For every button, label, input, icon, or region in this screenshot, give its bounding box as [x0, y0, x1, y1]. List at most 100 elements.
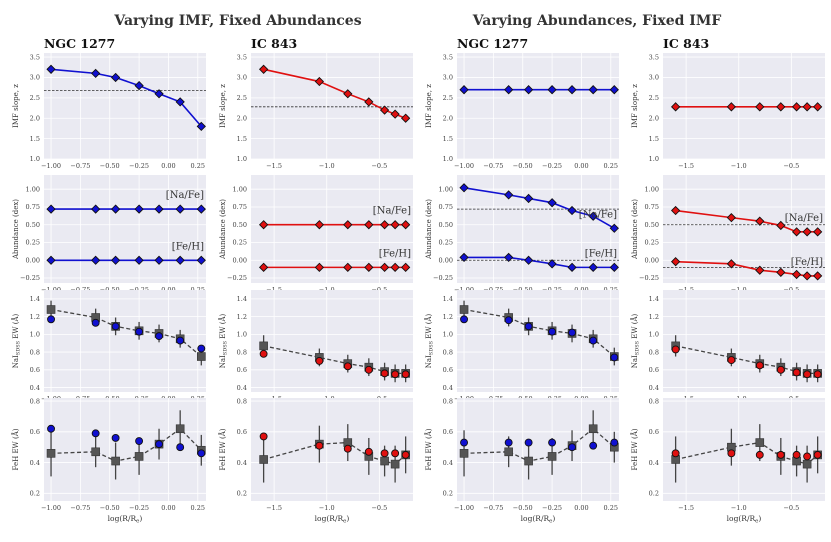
model-point: [568, 328, 576, 337]
data-point: [588, 85, 598, 95]
data-point: [670, 257, 681, 267]
data-point: [459, 183, 469, 193]
data-point: [459, 85, 469, 95]
y-tick-label: 1.2: [30, 313, 40, 321]
data-point: [755, 216, 765, 226]
panel-background: [251, 53, 413, 159]
data-point: [791, 227, 802, 237]
data-point: [609, 85, 619, 95]
model-point: [755, 450, 764, 459]
y-tick-label: 0.00: [645, 256, 659, 264]
y-tick-label: 0.8: [443, 348, 453, 356]
model-point: [91, 429, 100, 438]
series-annotation: [Fe/H]: [379, 248, 411, 259]
y-tick-label: 2.0: [30, 114, 40, 122]
data-point: [364, 97, 374, 107]
model-point: [504, 316, 513, 325]
x-tick-label: 0.25: [191, 162, 205, 170]
y-tick-label: 1.2: [443, 313, 453, 321]
data-point: [609, 223, 619, 233]
model-point: [47, 315, 55, 324]
data-point: [400, 262, 411, 273]
data-point: [567, 205, 577, 216]
y-tick-label: 2.0: [649, 114, 659, 122]
data-point: [776, 102, 786, 112]
y-tick-label: 0.8: [443, 397, 453, 405]
model-point: [548, 438, 557, 447]
panel-r2-c3: −0.250.000.250.500.751.00−1.00−0.75−0.50…: [425, 175, 619, 294]
x-tick-label: 0.25: [604, 162, 618, 170]
y-tick-label: 0.6: [443, 428, 453, 436]
x-tick-label: 0.00: [161, 162, 175, 170]
x-tick-label: −0.50: [100, 162, 120, 170]
y-tick-label: 0.2: [30, 490, 40, 498]
data-point: [726, 102, 737, 112]
data-point: [802, 227, 812, 237]
x-tick-label: −0.5: [783, 162, 799, 170]
x-tick-label: −0.75: [483, 162, 503, 170]
data-point: [364, 262, 374, 273]
y-tick-label: 0.4: [443, 384, 453, 392]
model-point: [135, 327, 144, 336]
data-point: [567, 85, 577, 95]
data-point: [175, 97, 185, 107]
panel-r1-c2: 1.0 1.5 2.0 2.5 3.0 3.5 −1.5 −1.0 −0.5 IMF slope,…: [219, 53, 413, 170]
y-tick-label: 0.25: [439, 239, 453, 247]
x-tick-label: −1.0: [731, 504, 747, 512]
y-tick-label: 0.6: [237, 428, 247, 436]
y-tick-label: 1.0: [649, 331, 659, 339]
y-tick-label: 1.00: [645, 185, 659, 193]
y-tick-label: 0.6: [649, 366, 659, 374]
data-point: [802, 102, 812, 112]
y-tick-label: 0.25: [26, 239, 40, 247]
data-point: [154, 89, 164, 99]
data-point: [46, 255, 56, 265]
y-tick-label: 2.5: [649, 94, 659, 102]
data-point: [812, 227, 823, 237]
title-varying-imf: Varying IMF, Fixed Abundances: [113, 13, 361, 29]
data-point: [726, 212, 737, 223]
observed-point: [459, 305, 469, 314]
data-point: [196, 204, 206, 214]
panel-background: [457, 398, 619, 501]
x-tick-label: −1.5: [678, 162, 694, 170]
x-tick-label: −0.25: [129, 162, 149, 170]
model-point: [727, 449, 736, 458]
data-point: [726, 259, 737, 269]
observed-point: [504, 447, 513, 457]
y-tick-label: 1.0: [443, 155, 453, 163]
y-tick-label: 1.5: [649, 135, 659, 143]
y-tick-label: 3.0: [443, 74, 453, 82]
model-point: [401, 450, 410, 459]
x-axis-label: log(R/Re): [315, 514, 350, 525]
model-point: [548, 327, 557, 336]
data-point: [670, 102, 681, 112]
data-point: [134, 204, 144, 214]
x-tick-label: −1.5: [266, 504, 282, 512]
model-point: [391, 449, 400, 458]
x-tick-label: −1.00: [454, 162, 474, 170]
model-point: [197, 449, 206, 458]
observed-point: [755, 438, 765, 447]
y-axis-label: Abundance (dex): [425, 199, 433, 260]
panel-r2-c4: −0.250.000.250.500.751.00−1.5−1.0−0.5Abu…: [631, 175, 825, 294]
series-annotation: [Na/Fe]: [579, 209, 617, 220]
y-tick-label: 0.4: [237, 459, 247, 467]
series-annotation: [Na/Fe]: [785, 213, 823, 224]
y-tick-label: 0.4: [649, 384, 659, 392]
panel-r1-c1: 1.0 1.5 2.0 2.5 3.0 3.5 −1.00 −0.75 −0.50 −0.25 0.…: [12, 53, 206, 170]
model-point: [259, 432, 268, 441]
series-annotation: [Fe/H]: [791, 257, 823, 268]
column-title-1: NGC 1277: [44, 36, 115, 51]
y-tick-label: 0.50: [645, 221, 659, 229]
y-axis-label: IMF slope, z: [631, 84, 639, 128]
model-point: [111, 322, 120, 331]
panel-background: [663, 398, 825, 501]
y-tick-label: 0.00: [233, 256, 247, 264]
y-tick-label: 2.5: [443, 94, 453, 102]
data-point: [390, 109, 400, 119]
data-point: [343, 220, 353, 230]
y-tick-label: 1.2: [237, 313, 247, 321]
y-axis-label: NaISDSS EW (Å): [630, 313, 641, 368]
model-point: [803, 370, 812, 379]
